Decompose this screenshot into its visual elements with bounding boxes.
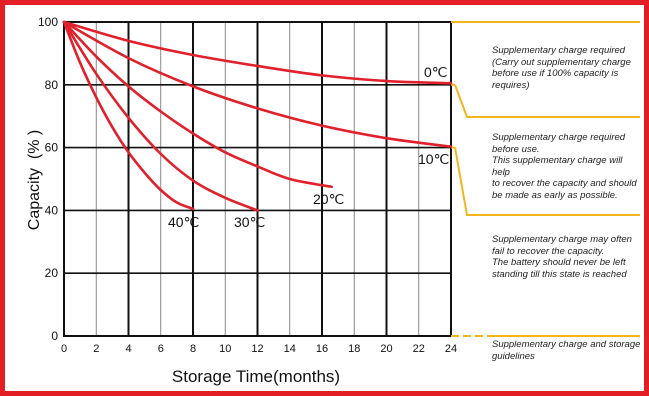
capacity-curve xyxy=(62,20,259,212)
note-full-charge: Supplementary charge required (Carry out… xyxy=(492,45,642,91)
x-tick-label: 14 xyxy=(284,343,296,355)
y-tick-label: 40 xyxy=(45,203,59,217)
x-tick-label: 20 xyxy=(380,343,392,355)
series-label: 10℃ xyxy=(418,151,449,167)
bracket-line xyxy=(454,84,640,118)
x-tick-label: 22 xyxy=(413,343,425,355)
note-guidelines: Supplementary charge and storage guideli… xyxy=(492,339,642,362)
y-tick-label: 80 xyxy=(45,78,59,92)
series-label: 40℃ xyxy=(168,214,199,230)
y-tick-label: 100 xyxy=(38,15,58,29)
y-axis-title: Capacity (% ) xyxy=(26,130,43,230)
y-tick-label: 60 xyxy=(45,141,59,155)
series-label: 30℃ xyxy=(234,214,265,230)
x-tick-label: 6 xyxy=(158,343,164,355)
x-tick-label: 12 xyxy=(251,343,263,355)
x-tick-label: 24 xyxy=(445,343,457,355)
guideline-brackets xyxy=(451,21,640,337)
x-tick-label: 10 xyxy=(219,343,231,355)
x-tick-label: 18 xyxy=(348,343,360,355)
capacity-curve xyxy=(62,20,333,189)
capacity-curve xyxy=(62,20,453,148)
series-label: 20℃ xyxy=(313,191,344,207)
x-tick-label: 8 xyxy=(190,343,196,355)
x-axis-title: Storage Time(months) xyxy=(172,367,340,386)
note-text: Supplementary charge required before use… xyxy=(492,132,637,201)
capacity-curve xyxy=(62,20,453,85)
note-may-fail: Supplementary charge may often fail to r… xyxy=(492,234,642,280)
note-text: Supplementary charge may often fail to r… xyxy=(492,234,632,280)
note-text: Supplementary charge required (Carry out… xyxy=(492,45,631,91)
grid xyxy=(63,21,452,337)
series-label: 0℃ xyxy=(424,64,448,80)
capacity-curve xyxy=(62,20,195,211)
y-tick-label: 20 xyxy=(45,266,59,280)
note-text: Supplementary charge and storage guideli… xyxy=(492,339,641,362)
capacity-curves xyxy=(62,20,453,212)
bracket-line xyxy=(454,147,640,216)
x-tick-label: 2 xyxy=(93,343,99,355)
note-charge-before-use: Supplementary charge required before use… xyxy=(492,132,642,201)
x-tick-label: 0 xyxy=(61,343,67,355)
series-labels: 0℃ 10℃ 20℃ 30℃ 40℃ xyxy=(168,64,449,230)
y-tick-label: 0 xyxy=(51,329,58,343)
x-tick-label: 4 xyxy=(125,343,131,355)
plot-border xyxy=(63,21,452,337)
x-tick-label: 16 xyxy=(316,343,328,355)
